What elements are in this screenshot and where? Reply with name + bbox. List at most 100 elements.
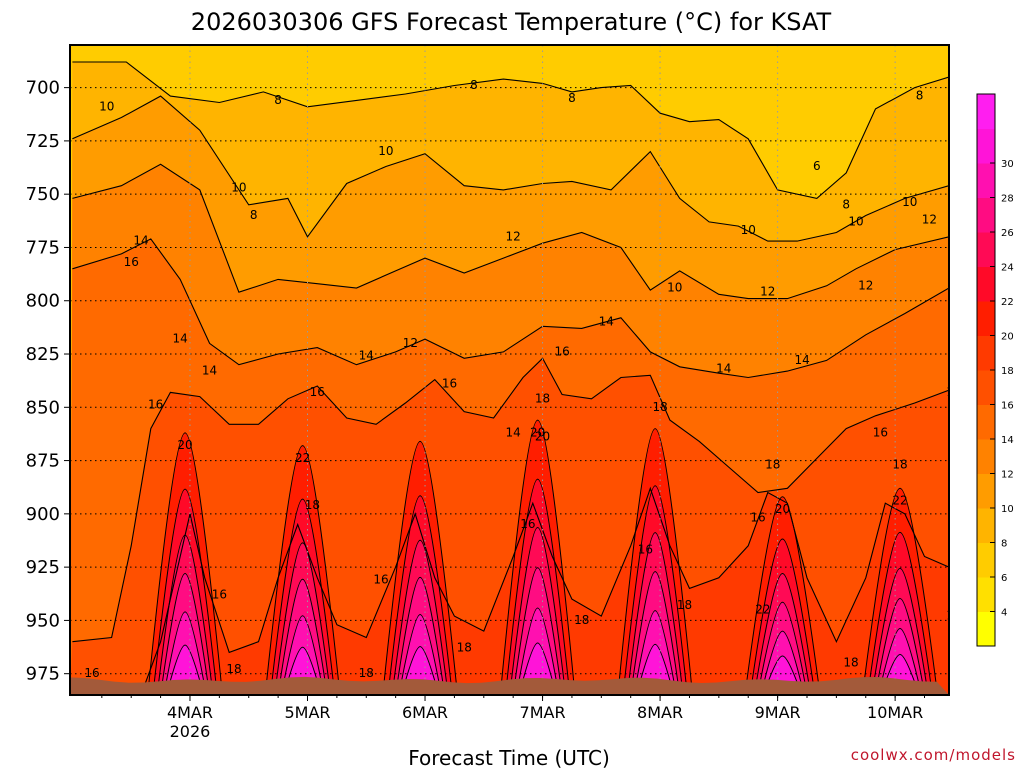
colorbar-swatch — [977, 542, 995, 578]
warm-core-5 — [745, 496, 820, 690]
colorbar-swatch — [977, 163, 995, 198]
contour-label: 6 — [813, 159, 821, 173]
terrain-ground — [70, 676, 949, 695]
contour-label: 16 — [873, 425, 888, 439]
contour-label: 14 — [202, 364, 217, 378]
x-tick-label: 7MAR — [520, 703, 566, 722]
core-label: 22 — [892, 494, 907, 508]
colorbar-label: 26 — [1001, 228, 1014, 239]
contour-label: 20 — [535, 430, 550, 444]
core-contour-30 — [167, 644, 203, 690]
warm-core-0 — [147, 432, 223, 690]
y-tick-label: 950 — [26, 610, 60, 631]
x-axis-title: Forecast Time (UTC) — [408, 746, 610, 768]
y-tick-label: 700 — [26, 78, 60, 99]
contour-label: 16 — [946, 385, 961, 399]
contour-label: 18 — [359, 666, 374, 680]
contour-label: 12 — [506, 229, 521, 243]
contour-labels: 10 8 8 8 8 10 10 8 6 8 10 12 10 14 16 12 10 10 12 12 14 14 14 1… — [84, 78, 966, 680]
contour-line-12 — [72, 163, 949, 300]
core-label: 20 — [775, 502, 790, 516]
contour-label: 18 — [946, 609, 961, 623]
colorbar-label: 14 — [1001, 435, 1014, 446]
contour-label: 12 — [403, 336, 418, 350]
contour-label: 18 — [765, 457, 780, 471]
color-legend: 4 6 8 10 12 14 16 18 20 22 24 26 28 30 — [976, 93, 1014, 647]
x-tick-label: 6MAR — [402, 703, 448, 722]
contour-label: 18 — [652, 400, 667, 414]
contour-label: 14 — [599, 315, 614, 329]
colorbar-swatch — [977, 94, 995, 129]
core-label: 20 — [530, 425, 545, 439]
contour-label: 10 — [231, 180, 246, 194]
contour-label: 16 — [638, 543, 653, 557]
contour-label: 16 — [124, 255, 139, 269]
y-tick-label: 800 — [26, 291, 60, 312]
contour-lines — [72, 61, 949, 695]
contour-label: 16 — [520, 517, 535, 531]
chart-title: 2026030306 GFS Forecast Temperature (°C)… — [191, 8, 832, 36]
contour-label: 12 — [858, 278, 873, 292]
colorbar-label: 18 — [1001, 366, 1014, 377]
y-axis: 700 725 750 775 800 825 850 875 900 925 950 975 — [26, 78, 70, 685]
core-contour-30 — [402, 646, 438, 690]
contour-label: 18 — [226, 662, 241, 676]
warm-core-1 — [265, 445, 340, 690]
plot-area: 10 8 8 8 8 10 10 8 6 8 10 12 10 14 16 12 10 10 12 12 14 14 14 1… — [70, 45, 966, 695]
colorbar-label: 30 — [1001, 159, 1014, 170]
warm-core-4 — [617, 428, 693, 690]
warm-core-2 — [382, 440, 458, 690]
warm-cores — [147, 419, 938, 690]
credit-text: coolwx.com/models — [850, 746, 1016, 764]
colorbar-swatch — [977, 439, 995, 474]
contour-label: 12 — [922, 212, 937, 226]
contour-label: 10 — [667, 280, 682, 294]
y-tick-label: 775 — [26, 237, 60, 258]
colorbar-swatch — [977, 611, 995, 647]
contour-label: 8 — [274, 93, 282, 107]
contour-label: 18 — [892, 457, 907, 471]
contour-label: 10 — [99, 99, 114, 113]
colorbar-label: 4 — [1001, 608, 1007, 619]
contour-label: 18 — [535, 391, 550, 405]
contour-label: 14 — [716, 361, 731, 375]
contour-label: 10 — [902, 195, 917, 209]
plot-frame — [69, 44, 950, 696]
x-tick-label: 4MAR — [167, 703, 213, 722]
contour-label: 14 — [951, 308, 966, 322]
colorbar-label: 16 — [1001, 401, 1014, 412]
grid-lines — [70, 45, 949, 695]
contour-label: 16 — [148, 398, 163, 412]
colorbar-swatch — [977, 370, 995, 405]
core-contour-30 — [520, 642, 556, 690]
contour-label: 10 — [741, 223, 756, 237]
contour-label: 14 — [506, 425, 521, 439]
contour-label: 16 — [555, 344, 570, 358]
contour-label: 16 — [373, 572, 388, 586]
contour-label: 16 — [310, 385, 325, 399]
contour-label: 14 — [173, 332, 188, 346]
x-tick-label: 5MAR — [284, 703, 330, 722]
y-tick-label: 900 — [26, 504, 60, 525]
contour-label: 10 — [378, 144, 393, 158]
contour-label: 12 — [760, 285, 775, 299]
contour-label: 18 — [305, 498, 320, 512]
warm-core-3 — [500, 419, 575, 690]
y-tick-label: 850 — [26, 397, 60, 418]
y-tick-label: 750 — [26, 184, 60, 205]
colorbar-swatch — [977, 266, 995, 302]
contour-line-16 — [72, 357, 949, 643]
contour-label: 8 — [842, 197, 850, 211]
colorbar-swatch — [977, 128, 995, 164]
colorbar-label: 20 — [1001, 332, 1014, 343]
colorbar-swatch — [977, 508, 995, 543]
colorbar-label: 28 — [1001, 194, 1014, 205]
colorbar-swatch — [977, 473, 995, 509]
contour-label: 8 — [470, 78, 478, 92]
contour-label: 8 — [568, 91, 576, 105]
x-tick-label: 9MAR — [755, 703, 801, 722]
contour-label: 16 — [750, 511, 765, 525]
y-tick-label: 925 — [26, 557, 60, 578]
contour-label: 14 — [794, 353, 809, 367]
